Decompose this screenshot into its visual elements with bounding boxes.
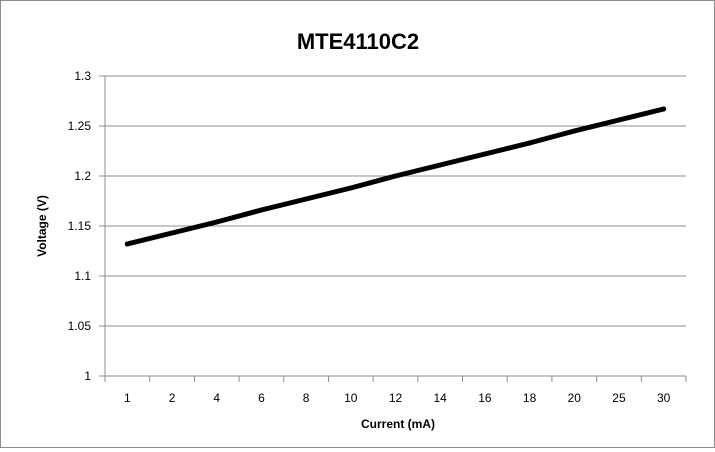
data-point [616,117,622,123]
x-tick-label: 16 [478,391,492,405]
y-tick-label: 1.15 [68,219,92,233]
data-point [393,173,398,179]
data-point [482,151,488,157]
data-point [258,207,264,213]
x-tick-label: 8 [303,391,310,405]
data-point [348,185,354,191]
x-tick-label: 14 [434,391,448,405]
y-tick-label: 1 [84,369,91,383]
y-tick-label: 1.3 [74,69,91,83]
y-tick-label: 1.1 [74,269,91,283]
x-tick-labels: 1 2 4 6 8 10 12 14 16 18 20 25 30 [124,391,671,405]
y-tick-label: 1.2 [74,169,91,183]
x-tick-label: 10 [344,391,358,405]
series-layer [124,106,667,247]
x-tick-label: 1 [124,391,131,405]
data-point [214,219,220,225]
y-axis-label: Voltage (V) [35,195,49,257]
data-point [527,140,533,146]
x-axis-label: Current (mA) [361,417,435,431]
data-point [437,162,443,168]
x-tick-label: 20 [568,391,582,405]
y-tick-label: 1.25 [68,119,92,133]
data-point [124,241,130,247]
data-point [571,128,577,134]
data-point [169,230,175,236]
data-point [303,196,309,202]
data-point [661,106,667,112]
x-tick-label: 6 [258,391,265,405]
axes [104,76,687,382]
x-tick-label: 30 [657,391,671,405]
x-tick-label: 4 [213,391,220,405]
x-tick-label: 2 [169,391,176,405]
gridlines [99,75,686,377]
x-tick-label: 18 [523,391,537,405]
chart-title: MTE4110C2 [297,29,419,54]
x-tick-label: 25 [612,391,626,405]
y-tick-label: 1.05 [68,319,92,333]
x-tick-label: 12 [389,391,403,405]
y-tick-labels: 1 1.05 1.1 1.15 1.2 1.25 1.3 [68,69,92,383]
